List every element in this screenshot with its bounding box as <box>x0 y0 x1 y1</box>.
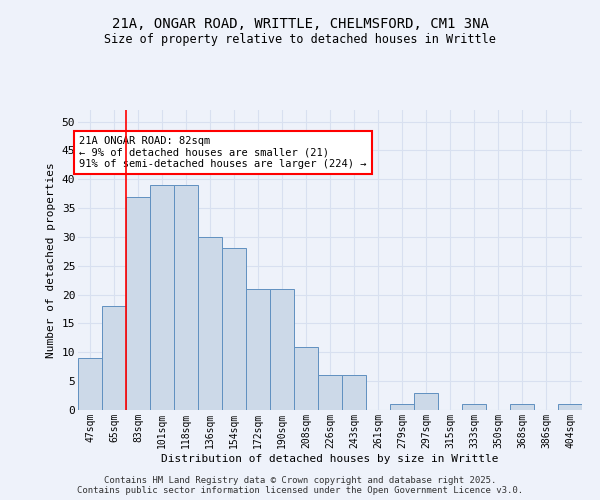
Bar <box>414 392 438 410</box>
Bar <box>294 346 318 410</box>
Bar <box>558 404 582 410</box>
Bar <box>390 404 414 410</box>
Text: Contains HM Land Registry data © Crown copyright and database right 2025.
Contai: Contains HM Land Registry data © Crown c… <box>77 476 523 495</box>
Bar <box>222 248 246 410</box>
Bar <box>510 404 534 410</box>
Bar <box>102 306 126 410</box>
Bar <box>318 376 342 410</box>
Text: 21A, ONGAR ROAD, WRITTLE, CHELMSFORD, CM1 3NA: 21A, ONGAR ROAD, WRITTLE, CHELMSFORD, CM… <box>112 18 488 32</box>
Bar <box>78 358 102 410</box>
Bar <box>150 185 174 410</box>
Bar <box>246 289 270 410</box>
Text: 21A ONGAR ROAD: 82sqm
← 9% of detached houses are smaller (21)
91% of semi-detac: 21A ONGAR ROAD: 82sqm ← 9% of detached h… <box>79 136 367 169</box>
Bar <box>270 289 294 410</box>
Bar <box>342 376 366 410</box>
Bar <box>198 237 222 410</box>
Y-axis label: Number of detached properties: Number of detached properties <box>46 162 56 358</box>
X-axis label: Distribution of detached houses by size in Writtle: Distribution of detached houses by size … <box>161 454 499 464</box>
Bar <box>174 185 198 410</box>
Text: Size of property relative to detached houses in Writtle: Size of property relative to detached ho… <box>104 32 496 46</box>
Bar <box>462 404 486 410</box>
Bar <box>126 196 150 410</box>
